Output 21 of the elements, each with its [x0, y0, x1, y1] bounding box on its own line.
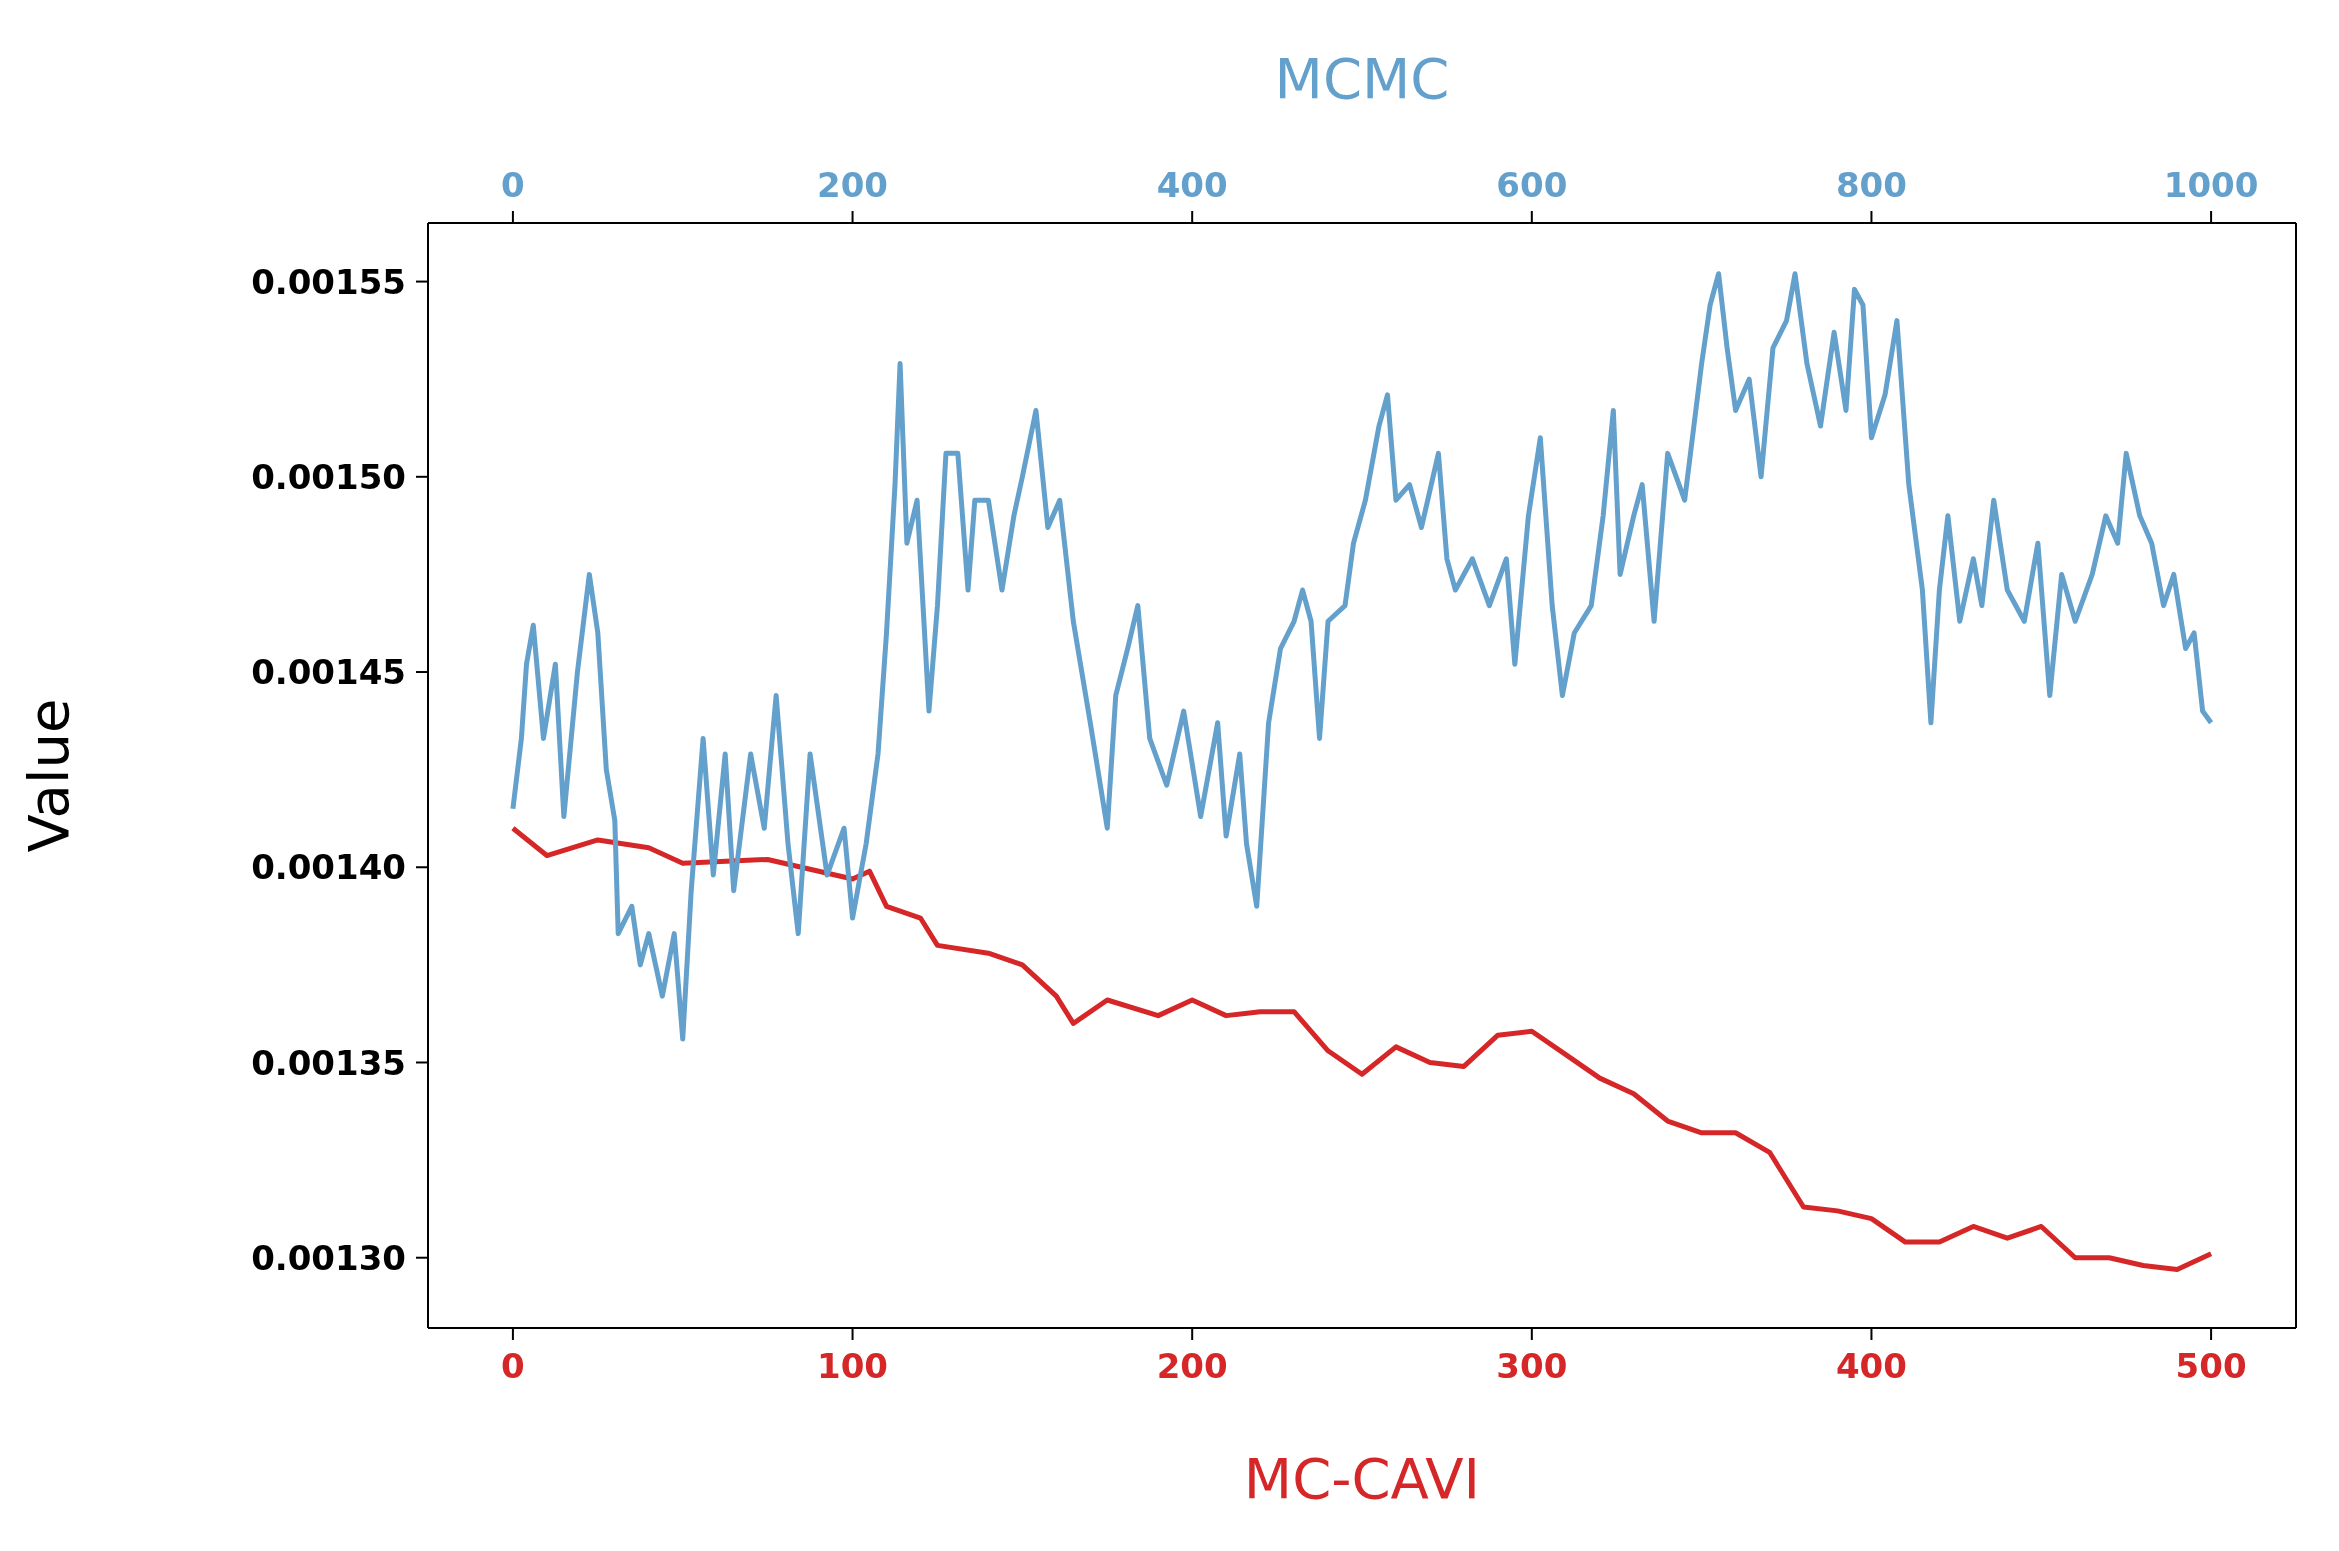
- x-tick-label: 500: [2175, 1346, 2247, 1387]
- x2-axis-title: MCMC: [1274, 45, 1450, 111]
- x-tick-label: 400: [1835, 1346, 1907, 1387]
- y-axis-title: Value: [15, 698, 81, 853]
- x2-tick-label: 1000: [2163, 165, 2259, 205]
- x2-tick-label: 0: [501, 165, 525, 205]
- y-tick-label: 0.00155: [251, 261, 406, 302]
- y-tick-label: 0.00145: [251, 652, 406, 693]
- y-tick-label: 0.00130: [251, 1237, 406, 1278]
- x-tick-label: 100: [817, 1346, 889, 1387]
- x2-tick-label: 800: [1835, 165, 1907, 205]
- x-axis-title: MC-CAVI: [1243, 1446, 1481, 1511]
- x2-tick-label: 600: [1496, 165, 1568, 205]
- x-tick-label: 0: [501, 1346, 525, 1387]
- x-tick-label: 200: [1156, 1346, 1228, 1387]
- x-tick-label: 300: [1496, 1346, 1568, 1387]
- y-tick-label: 0.00150: [251, 456, 406, 497]
- y-tick-label: 0.00140: [251, 847, 406, 888]
- x2-tick-label: 400: [1156, 165, 1228, 205]
- x2-tick-label: 200: [817, 165, 889, 205]
- y-tick-label: 0.00135: [251, 1042, 406, 1083]
